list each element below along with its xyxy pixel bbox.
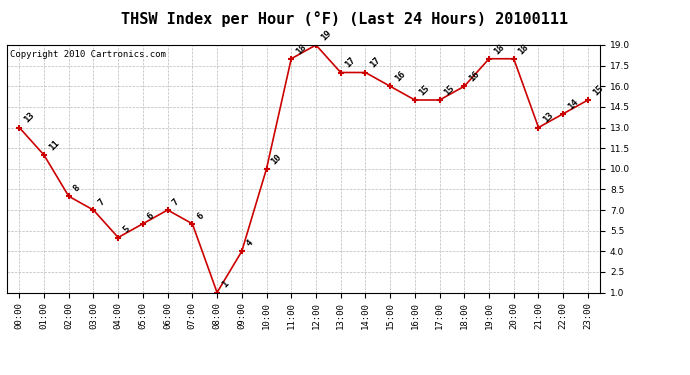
Text: 6: 6: [195, 211, 206, 221]
Text: 8: 8: [72, 183, 81, 194]
Text: 7: 7: [96, 197, 106, 207]
Text: 15: 15: [417, 83, 432, 97]
Text: Copyright 2010 Cartronics.com: Copyright 2010 Cartronics.com: [10, 50, 166, 59]
Text: 13: 13: [541, 111, 555, 125]
Text: 19: 19: [319, 28, 333, 42]
Text: THSW Index per Hour (°F) (Last 24 Hours) 20100111: THSW Index per Hour (°F) (Last 24 Hours)…: [121, 11, 569, 27]
Text: 15: 15: [442, 83, 456, 97]
Text: 7: 7: [170, 197, 181, 207]
Text: 17: 17: [368, 56, 382, 70]
Text: 1: 1: [220, 279, 230, 290]
Text: 14: 14: [566, 97, 580, 111]
Text: 5: 5: [121, 225, 131, 235]
Text: 18: 18: [294, 42, 308, 56]
Text: 13: 13: [22, 111, 36, 125]
Text: 16: 16: [393, 69, 407, 84]
Text: 10: 10: [269, 152, 284, 166]
Text: 11: 11: [47, 138, 61, 152]
Text: 6: 6: [146, 211, 156, 221]
Text: 4: 4: [244, 238, 255, 249]
Text: 16: 16: [467, 69, 481, 84]
Text: 18: 18: [492, 42, 506, 56]
Text: 17: 17: [344, 56, 357, 70]
Text: 18: 18: [517, 42, 531, 56]
Text: 15: 15: [591, 83, 604, 97]
